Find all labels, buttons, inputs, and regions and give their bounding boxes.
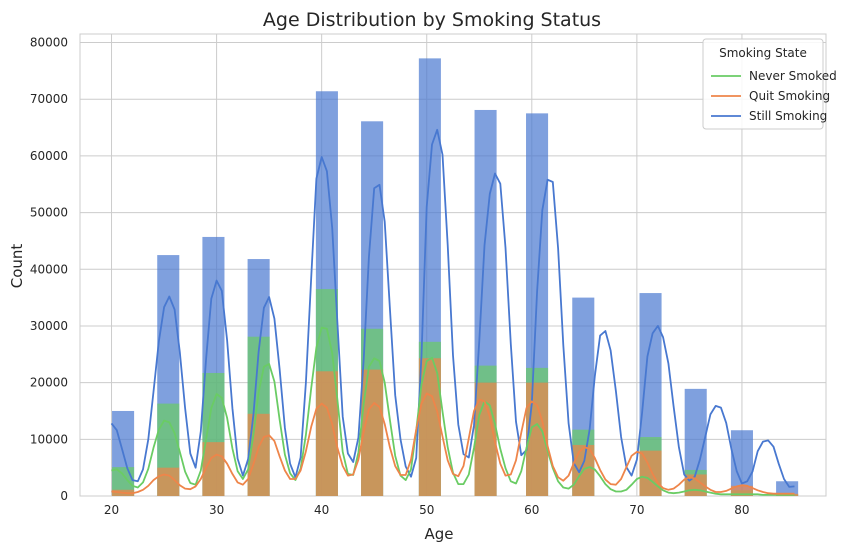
x-axis-label: Age	[424, 525, 453, 543]
x-tick-label: 80	[734, 503, 749, 517]
quit-smoking-bar	[361, 369, 384, 496]
x-tick-label: 70	[629, 503, 644, 517]
x-tick-label: 30	[209, 503, 224, 517]
quit-smoking-bar	[639, 450, 662, 496]
y-tick-label: 40000	[30, 262, 68, 276]
legend-title: Smoking State	[719, 46, 807, 60]
legend-label: Quit Smoking	[749, 89, 830, 103]
x-tick-label: 60	[524, 503, 539, 517]
legend-items: Never Smoked Quit Smoking Still Smoking	[711, 69, 837, 123]
quit-smoking-kde-line	[111, 392, 795, 495]
y-tick-label: 10000	[30, 432, 68, 446]
x-tick-label: 50	[419, 503, 434, 517]
quit-smoking-bar	[474, 382, 497, 496]
chart-title: Age Distribution by Smoking Status	[263, 9, 601, 31]
x-tick-labels: 20 30 40 50 60 70 80	[104, 503, 750, 517]
kde-lines	[110, 128, 795, 496]
x-tick-label: 20	[104, 503, 119, 517]
y-tick-label: 60000	[30, 149, 68, 163]
y-axis-label: Count	[8, 244, 26, 289]
y-tick-label: 30000	[30, 319, 68, 333]
never-smoked-bar	[112, 467, 135, 496]
y-tick-label: 20000	[30, 376, 68, 390]
still-smoking-bar	[776, 481, 799, 496]
legend: Smoking State Never Smoked Quit Smoking St…	[702, 38, 837, 130]
legend-label: Never Smoked	[749, 69, 837, 83]
still-smoking-bar	[684, 388, 707, 496]
x-tick-label: 40	[314, 503, 329, 517]
y-tick-label: 80000	[30, 36, 68, 50]
quit-smoking-bar	[315, 371, 338, 496]
y-tick-labels: 0 10000 20000 30000 40000 50000 60000 70000 8000…	[30, 36, 68, 503]
y-tick-label: 70000	[30, 92, 68, 106]
plot-area	[79, 33, 827, 497]
legend-label: Still Smoking	[749, 109, 827, 123]
y-tick-label: 50000	[30, 206, 68, 220]
quit-smoking-bar	[730, 485, 753, 496]
y-tick-label: 0	[60, 489, 68, 503]
quit-smoking-bar	[418, 358, 441, 496]
still-smoking-kde-line	[110, 128, 795, 488]
legend-box	[702, 38, 824, 130]
